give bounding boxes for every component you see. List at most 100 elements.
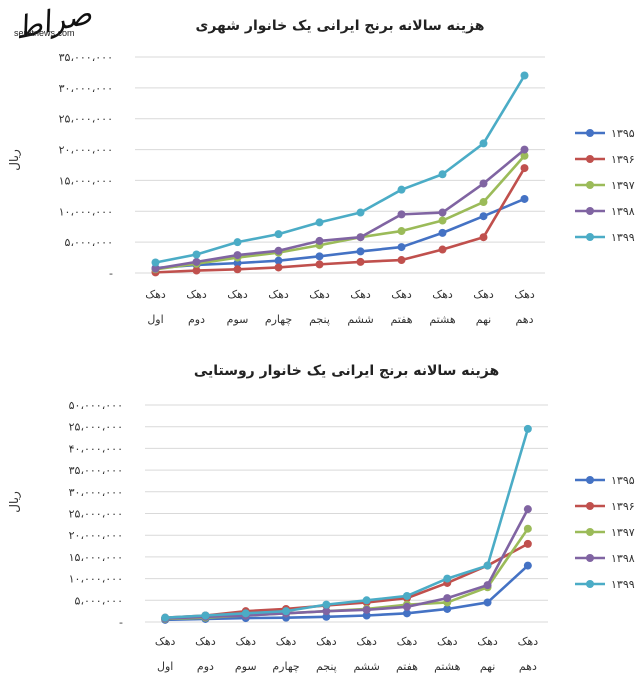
x-tick-label: دهک (397, 635, 418, 648)
data-point (322, 600, 331, 609)
data-point (520, 164, 529, 173)
x-tick-label: دوم (197, 660, 214, 673)
x-tick-label: دهک (514, 288, 535, 301)
legend-item: ۱۳۹۷ (575, 526, 635, 539)
data-point (356, 208, 365, 217)
x-tick-label: دهک (195, 635, 216, 648)
data-point (443, 604, 452, 613)
chart-title: هزینه سالانه برنج ایرانی یک خانوار شهری (196, 18, 485, 34)
x-tick-label: ششم (353, 660, 379, 673)
data-point (397, 256, 406, 265)
data-point (402, 591, 411, 600)
series-line (155, 167, 526, 274)
legend-swatch-marker (586, 129, 594, 137)
data-point (356, 257, 365, 266)
x-tick-label: ششم (347, 313, 373, 326)
chart-1: هزینه سالانه برنج ایرانی یک خانوار شهری -… (7, 18, 635, 326)
data-point (443, 574, 452, 583)
series-1399 (161, 424, 532, 622)
legend-swatch-marker (586, 181, 594, 189)
data-point (479, 139, 488, 148)
x-tick-label: دهک (477, 635, 498, 648)
y-axis-label: ریال (7, 149, 22, 171)
x-tick-label: دهک (235, 635, 256, 648)
x-tick-label: اول (157, 660, 173, 673)
x-tick-label: نهم (480, 660, 495, 673)
series-1399 (151, 71, 529, 267)
x-tick-labels: دهک اول دهک دوم دهک سوم دهک چهارم دهک پنجم دهک ششم د… (155, 635, 538, 673)
data-point (151, 264, 160, 273)
x-tick-label: دوم (188, 313, 205, 326)
y-tick-label: ۱۵،۰۰۰،۰۰۰ (59, 174, 113, 187)
data-point (438, 228, 447, 237)
y-tick-label: ۳۵،۰۰۰،۰۰۰ (69, 464, 123, 477)
data-point (161, 613, 170, 622)
data-point (315, 260, 324, 269)
series-line (165, 564, 529, 622)
y-tick-label: - (109, 267, 113, 280)
data-point (397, 227, 406, 236)
y-tick-label: ۲۵،۰۰۰،۰۰۰ (69, 508, 123, 521)
data-point (402, 602, 411, 611)
series-line (155, 197, 526, 270)
data-point (483, 598, 492, 607)
series-line (165, 542, 529, 619)
logo-url: seratnews.com (14, 28, 75, 38)
series-1396 (151, 164, 529, 277)
legend-swatch-marker (586, 580, 594, 588)
data-point (479, 198, 488, 207)
x-tick-label: دهک (473, 288, 494, 301)
legend-item: ۱۳۹۷ (575, 179, 635, 192)
data-point (315, 218, 324, 227)
legend-label: ۱۳۹۶ (611, 153, 635, 166)
data-point (192, 266, 201, 275)
x-tick-label: چهارم (265, 313, 292, 326)
y-tick-label: ۱۰،۰۰۰،۰۰۰ (59, 205, 113, 218)
x-tick-label: دهک (309, 288, 330, 301)
x-tick-label: دهک (268, 288, 289, 301)
legend-label: ۱۳۹۵ (611, 474, 635, 487)
legend-swatch-marker (586, 155, 594, 163)
x-tick-label: دهک (186, 288, 207, 301)
gridlines (145, 404, 548, 623)
x-tick-label: دهک (518, 635, 539, 648)
data-point (274, 230, 283, 239)
data-point (356, 247, 365, 256)
x-tick-label: دهک (432, 288, 453, 301)
y-tick-label: ۲۰،۰۰۰،۰۰۰ (69, 529, 123, 542)
x-tick-label: دهک (350, 288, 371, 301)
y-tick-label: ۵۰،۰۰۰،۰۰۰ (69, 399, 123, 412)
data-point (483, 581, 492, 590)
y-tick-label: ۲۵،۰۰۰،۰۰۰ (69, 421, 123, 434)
data-point (520, 151, 529, 160)
x-tick-label: چهارم (272, 660, 299, 673)
data-point (520, 71, 529, 80)
y-tick-labels: - ۵،۰۰۰،۰۰۰ ۱۰،۰۰۰،۰۰۰ ۱۵،۰۰۰،۰۰۰ ۲۰،۰۰۰،۰۰۰… (59, 51, 113, 280)
series-line (155, 154, 526, 271)
x-tick-label: اول (147, 313, 163, 326)
data-point (523, 505, 532, 514)
data-point (362, 605, 371, 614)
y-tick-label: ۲۵،۰۰۰،۰۰۰ (59, 113, 113, 126)
x-tick-label: دهم (519, 660, 537, 673)
y-tick-label: ۳۵،۰۰۰،۰۰۰ (59, 51, 113, 64)
y-tick-label: ۵،۰۰۰،۰۰۰ (75, 594, 123, 607)
data-point (397, 243, 406, 252)
y-tick-label: ۵،۰۰۰،۰۰۰ (65, 236, 113, 249)
data-point (282, 607, 291, 616)
chart-title: هزینه سالانه برنج ایرانی یک خانوار روستا… (194, 363, 499, 379)
y-tick-label: - (119, 616, 123, 629)
data-point (397, 210, 406, 219)
data-point (362, 611, 371, 620)
watermark-logo: صراط seratnews.com (4, 0, 124, 47)
series-line (165, 508, 529, 620)
data-point (233, 238, 242, 247)
x-tick-label: دهک (145, 288, 166, 301)
y-tick-label: ۲۰،۰۰۰،۰۰۰ (59, 144, 113, 157)
x-tick-label: سوم (235, 660, 257, 673)
series-line (165, 428, 530, 619)
legend-swatch-marker (586, 554, 594, 562)
legend-label: ۱۳۹۷ (611, 179, 635, 192)
legend-item: ۱۳۹۵ (575, 127, 635, 140)
